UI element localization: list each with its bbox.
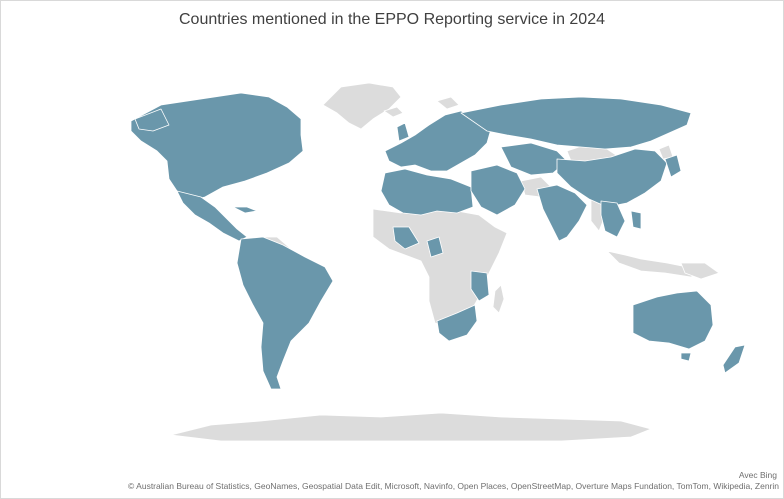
uk: [396, 122, 410, 142]
new-zealand: [722, 344, 746, 374]
east-africa: [470, 270, 490, 302]
south-america: [236, 236, 334, 390]
russia: [460, 96, 692, 150]
india-south-asia: [536, 184, 588, 242]
caribbean: [232, 206, 258, 214]
southern-africa: [436, 304, 478, 342]
europe: [384, 110, 492, 172]
madagascar: [492, 284, 505, 314]
north-africa: [380, 168, 474, 216]
japan: [664, 154, 682, 178]
svalbard: [436, 96, 460, 110]
antarctica: [170, 412, 652, 442]
chart-title: Countries mentioned in the EPPO Reportin…: [178, 11, 605, 28]
australia: [632, 290, 714, 350]
map-provider-credit: Avec Bing: [738, 470, 777, 480]
greenland: [322, 82, 402, 130]
philippines: [630, 210, 642, 230]
africa-central: [372, 204, 508, 328]
west-africa: [392, 226, 420, 250]
tasmania: [680, 352, 692, 362]
cameroon: [426, 236, 444, 258]
mexico-central-america: [176, 190, 248, 242]
iceland: [383, 106, 404, 118]
canada-usa: [130, 92, 304, 202]
alaska: [134, 108, 170, 132]
southeast-asia: [600, 200, 626, 238]
papua: [680, 262, 720, 280]
middle-east: [470, 164, 526, 216]
map-attribution: © Australian Bureau of Statistics, GeoNa…: [128, 481, 779, 491]
china-east-asia: [556, 148, 668, 208]
